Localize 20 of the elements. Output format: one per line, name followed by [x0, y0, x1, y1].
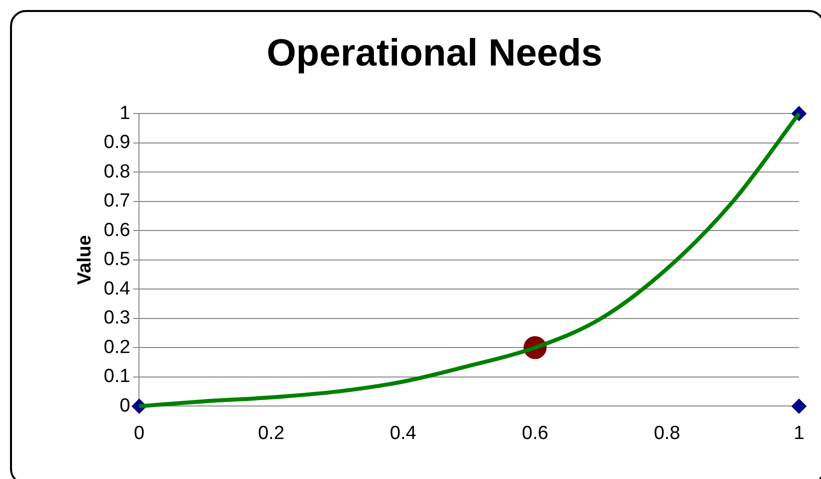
x-tick-label: 0: [134, 422, 144, 444]
y-tick-label: 0.2: [104, 336, 130, 358]
y-tick-label: 0.3: [104, 308, 130, 329]
y-tick-label: 0.9: [104, 132, 130, 154]
y-tick-label: 0.8: [104, 161, 130, 182]
x-tick-label: 1: [794, 422, 804, 444]
point: [792, 398, 806, 414]
y-tick-label: 0.7: [104, 190, 130, 212]
x-tick-label: 0.2: [258, 422, 284, 444]
y-axis-title: Value: [74, 235, 96, 285]
y-tick-label: 0.6: [104, 220, 130, 241]
x-tick-label: 0.4: [390, 422, 417, 444]
chart-title: Operational Needs: [266, 32, 602, 74]
y-tick-label: 1: [120, 102, 130, 124]
x-tick-label: 0.8: [654, 422, 680, 444]
y-tick-label: 0: [120, 395, 130, 416]
y-tick-label: 0.1: [104, 366, 130, 388]
y-tick-label: 0.5: [104, 249, 130, 270]
x-tick-label: 0.6: [522, 422, 548, 444]
y-tick-label: 0.4: [104, 278, 131, 300]
